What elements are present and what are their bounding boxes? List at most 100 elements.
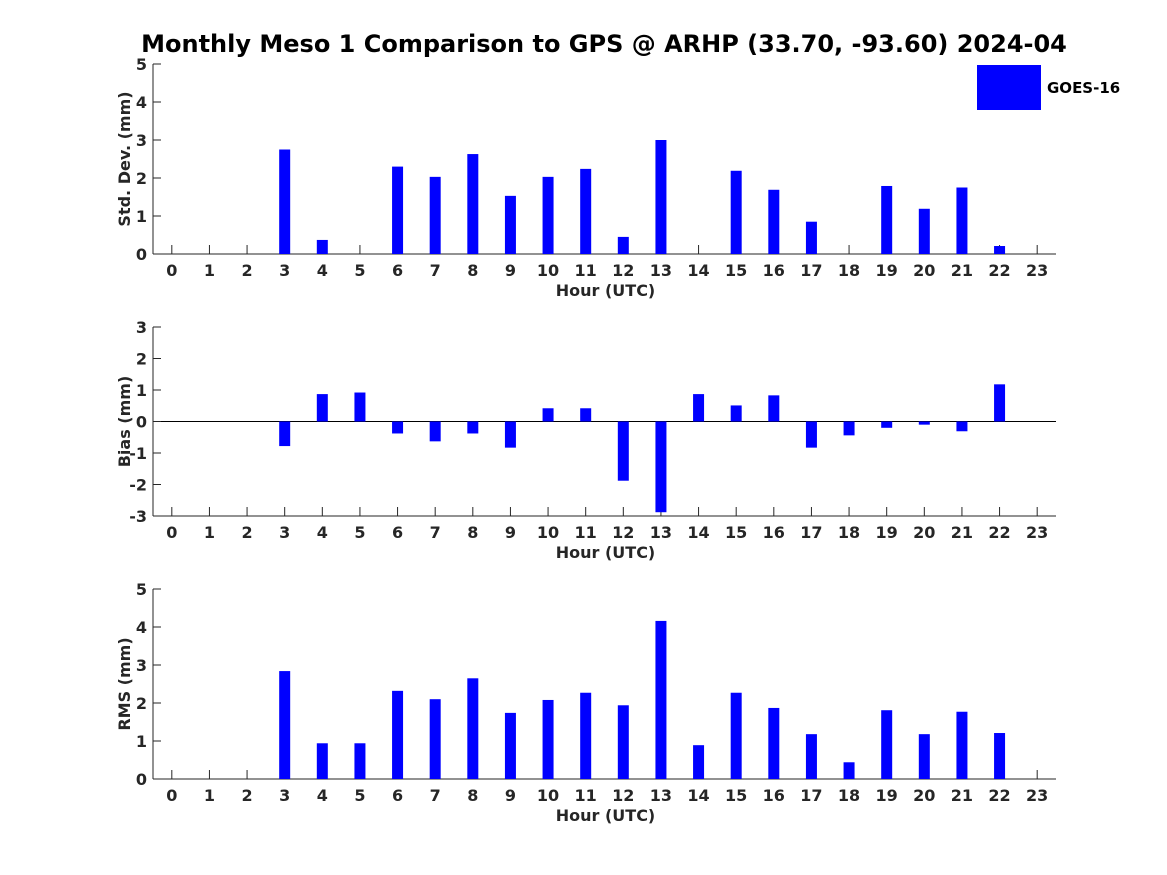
x-tick-label: 12: [612, 261, 634, 280]
x-tick-label: 15: [725, 523, 747, 542]
bar: [279, 421, 291, 447]
x-tick-label: 11: [575, 261, 597, 280]
bar: [392, 421, 404, 434]
bar: [768, 707, 780, 779]
bar: [504, 421, 516, 448]
x-tick-label: 7: [430, 261, 441, 280]
y-tick-label: 1: [136, 207, 147, 226]
legend-swatch: [977, 65, 1041, 110]
x-tick-label: 9: [505, 261, 516, 280]
bar: [354, 743, 366, 779]
bar: [693, 394, 705, 422]
x-tick-label: 3: [279, 786, 290, 805]
bar: [392, 690, 404, 779]
x-tick-label: 15: [725, 786, 747, 805]
x-tick-label: 2: [241, 786, 252, 805]
x-tick-label: 0: [166, 786, 177, 805]
bar: [467, 154, 479, 254]
x-tick-label: 21: [951, 523, 973, 542]
x-tick-label: 21: [951, 261, 973, 280]
x-axis-label: Hour (UTC): [556, 806, 656, 825]
bar: [655, 620, 667, 779]
x-tick-label: 7: [430, 786, 441, 805]
x-tick-label: 1: [204, 261, 215, 280]
x-tick-label: 22: [988, 523, 1010, 542]
bar: [918, 734, 930, 779]
bar: [542, 408, 554, 422]
bar: [429, 699, 441, 779]
y-tick-label: 5: [136, 580, 147, 599]
legend-label: GOES-16: [1047, 79, 1120, 97]
bar: [279, 149, 291, 254]
x-tick-label: 10: [537, 786, 559, 805]
bar: [956, 711, 968, 779]
x-tick-label: 8: [467, 523, 478, 542]
x-tick-label: 11: [575, 786, 597, 805]
x-tick-label: 4: [317, 261, 328, 280]
y-axis-label: Std. Dev. (mm): [115, 91, 134, 226]
bar: [956, 421, 968, 432]
bar: [580, 408, 592, 422]
bar: [994, 246, 1006, 254]
x-tick-label: 13: [650, 261, 672, 280]
x-tick-label: 6: [392, 786, 403, 805]
x-tick-label: 20: [913, 786, 935, 805]
y-tick-label: 3: [136, 318, 147, 337]
x-tick-label: 14: [687, 261, 709, 280]
bar: [467, 678, 479, 779]
x-tick-label: 22: [988, 261, 1010, 280]
bar: [316, 394, 328, 422]
bar: [881, 185, 893, 254]
bar: [768, 395, 780, 422]
x-tick-label: 19: [876, 523, 898, 542]
x-tick-label: 14: [687, 786, 709, 805]
y-tick-label: -3: [129, 507, 147, 526]
bar: [805, 221, 817, 254]
bar: [768, 189, 780, 254]
x-tick-label: 6: [392, 261, 403, 280]
bar: [881, 421, 893, 428]
x-tick-label: 23: [1026, 786, 1048, 805]
bar: [843, 762, 855, 779]
x-tick-label: 2: [241, 261, 252, 280]
bar: [843, 421, 855, 436]
x-tick-label: 9: [505, 786, 516, 805]
x-tick-label: 10: [537, 261, 559, 280]
bar: [730, 405, 742, 422]
bar: [580, 168, 592, 254]
y-tick-label: 3: [136, 656, 147, 675]
x-tick-label: 20: [913, 523, 935, 542]
x-tick-label: 21: [951, 786, 973, 805]
y-axis-label: Bias (mm): [115, 376, 134, 468]
bar: [279, 671, 291, 779]
bar: [655, 421, 667, 513]
bar: [805, 421, 817, 448]
x-tick-label: 17: [800, 261, 822, 280]
x-tick-label: 13: [650, 523, 672, 542]
x-tick-label: 18: [838, 786, 860, 805]
x-tick-label: 4: [317, 523, 328, 542]
x-tick-label: 3: [279, 523, 290, 542]
x-tick-label: 12: [612, 786, 634, 805]
bar: [354, 392, 366, 422]
x-tick-label: 0: [166, 523, 177, 542]
bar: [580, 692, 592, 779]
bar: [504, 712, 516, 779]
x-axis-label: Hour (UTC): [556, 543, 656, 562]
y-tick-label: 1: [136, 732, 147, 751]
bar: [881, 710, 893, 779]
bar: [316, 743, 328, 779]
bar: [730, 170, 742, 254]
bar: [429, 176, 441, 254]
bar: [956, 187, 968, 254]
x-tick-label: 10: [537, 523, 559, 542]
x-tick-label: 3: [279, 261, 290, 280]
x-tick-label: 5: [354, 261, 365, 280]
x-tick-label: 0: [166, 261, 177, 280]
x-tick-label: 6: [392, 523, 403, 542]
bar: [542, 699, 554, 779]
x-tick-label: 17: [800, 786, 822, 805]
y-tick-label: 4: [136, 618, 147, 637]
